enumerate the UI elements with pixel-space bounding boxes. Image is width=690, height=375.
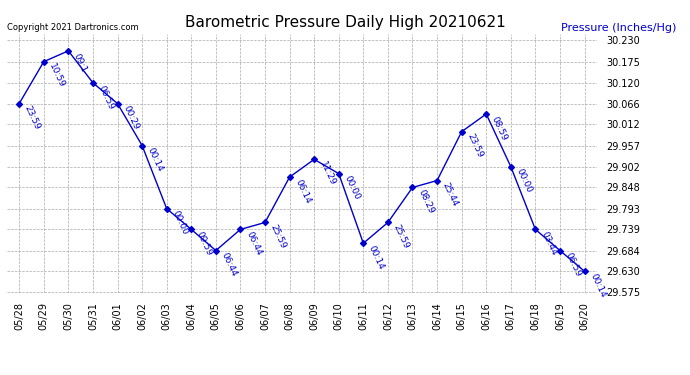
Text: 23:59: 23:59: [465, 132, 484, 160]
Text: 03:44: 03:44: [539, 230, 558, 257]
Text: Barometric Pressure Daily High 20210621: Barometric Pressure Daily High 20210621: [185, 15, 505, 30]
Text: Pressure (Inches/Hg): Pressure (Inches/Hg): [561, 23, 676, 33]
Text: 09:1: 09:1: [72, 52, 89, 74]
Text: 00:00: 00:00: [515, 168, 533, 195]
Text: 25:59: 25:59: [392, 223, 411, 251]
Text: Copyright 2021 Dartronics.com: Copyright 2021 Dartronics.com: [7, 23, 139, 32]
Text: 09:59: 09:59: [195, 230, 214, 257]
Text: 08:29: 08:29: [416, 188, 435, 215]
Text: 23:59: 23:59: [23, 104, 42, 132]
Text: 25:44: 25:44: [441, 181, 460, 208]
Text: 06:59: 06:59: [564, 251, 583, 279]
Text: 00:14: 00:14: [589, 272, 607, 299]
Text: 10:59: 10:59: [48, 62, 66, 90]
Text: 11:29: 11:29: [318, 160, 337, 187]
Text: 00:29: 00:29: [121, 104, 140, 132]
Text: 00:14: 00:14: [146, 146, 165, 173]
Text: 06:59: 06:59: [97, 84, 116, 111]
Text: 06:44: 06:44: [219, 251, 239, 278]
Text: 08:59: 08:59: [490, 115, 509, 142]
Text: 00:00: 00:00: [170, 209, 190, 237]
Text: 00:14: 00:14: [367, 244, 386, 271]
Text: 25:59: 25:59: [268, 223, 288, 251]
Text: 00:00: 00:00: [342, 174, 362, 202]
Text: 06:14: 06:14: [293, 178, 313, 205]
Text: 06:44: 06:44: [244, 230, 263, 257]
